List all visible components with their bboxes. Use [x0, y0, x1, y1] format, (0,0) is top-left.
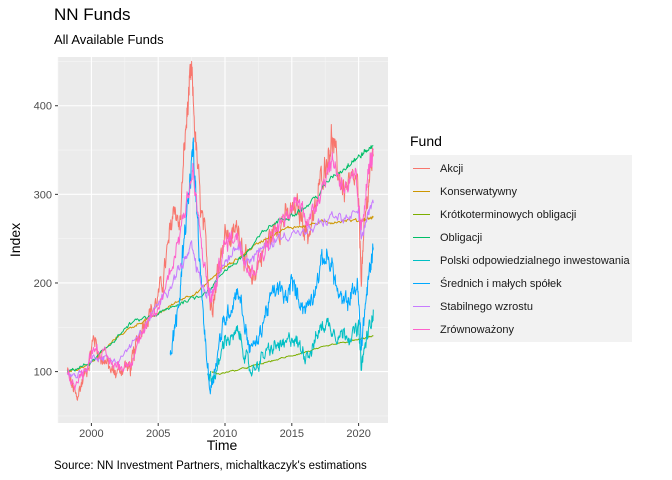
- series-line: [66, 199, 374, 379]
- legend-item: Krótkoterminowych obligacji: [410, 203, 632, 226]
- y-axis-label: Index: [7, 223, 23, 257]
- legend-item: Akcji: [410, 157, 632, 180]
- series-line: [66, 60, 374, 401]
- legend-item: Średnich i małych spółek: [410, 272, 632, 295]
- chart-caption: Source: NN Investment Partners, michaltk…: [54, 460, 367, 472]
- legend-key: [410, 157, 433, 180]
- chart-subtitle: All Available Funds: [54, 32, 164, 47]
- x-tick-label: 2000: [79, 428, 103, 440]
- legend-item: Konserwatywny: [410, 180, 632, 203]
- legend-item: Stabilnego wzrostu: [410, 295, 632, 318]
- legend-label: Polski odpowiedzialnego inwestowania: [440, 254, 630, 267]
- x-tick-label: 2015: [280, 428, 304, 440]
- x-axis: 2000 2005 2010 2015 2020: [79, 423, 371, 440]
- x-tick-label: 2010: [213, 428, 237, 440]
- series-line: [211, 335, 374, 375]
- grid-minor: [57, 57, 388, 423]
- y-tick-label: 200: [34, 278, 52, 290]
- legend-item: Obligacji: [410, 226, 632, 249]
- legend-key: [410, 180, 433, 203]
- legend-label: Zrównoważony: [440, 323, 514, 336]
- series-line: [66, 148, 374, 391]
- legend-item: Polski odpowiedzialnego inwestowania: [410, 249, 632, 272]
- legend-item: Zrównoważony: [410, 318, 632, 341]
- legend-key: [410, 295, 433, 318]
- legend-label: Akcji: [440, 162, 464, 175]
- legend-key: [410, 203, 433, 226]
- x-axis-label: Time: [207, 437, 238, 453]
- chart-title: NN Funds: [54, 5, 131, 24]
- plot-panel: [58, 57, 388, 423]
- legend-key: [410, 272, 433, 295]
- x-tick-label: 2020: [346, 428, 370, 440]
- legend-key: [410, 226, 433, 249]
- series-line: [207, 309, 374, 386]
- legend: Fund Akcji Konserwatywny Krótkoterminowych…: [410, 133, 632, 342]
- legend-label: Stabilnego wzrostu: [440, 300, 533, 313]
- series-layer: [66, 60, 374, 401]
- legend-list: Akcji Konserwatywny Krótkoterminowych obli…: [410, 155, 632, 342]
- series-line: [67, 215, 374, 373]
- legend-label: Konserwatywny: [440, 185, 518, 198]
- series-line: [66, 145, 374, 373]
- series-line: [169, 137, 374, 395]
- legend-label: Obligacji: [440, 231, 483, 244]
- legend-label: Krótkoterminowych obligacji: [440, 208, 577, 221]
- legend-key: [410, 249, 433, 272]
- x-tick-label: 2005: [146, 428, 170, 440]
- y-tick-label: 400: [34, 101, 52, 113]
- legend-label: Średnich i małych spółek: [440, 277, 562, 290]
- y-tick-label: 300: [34, 189, 52, 201]
- y-tick-label: 100: [34, 367, 52, 379]
- y-axis: 100 200 300 400: [34, 101, 58, 379]
- legend-title: Fund: [410, 133, 442, 149]
- legend-key: [410, 318, 433, 341]
